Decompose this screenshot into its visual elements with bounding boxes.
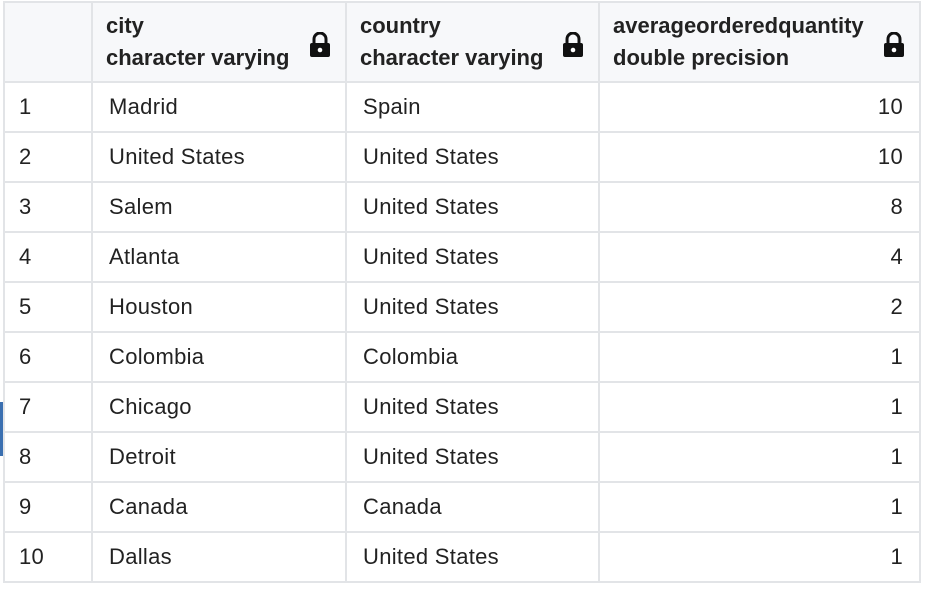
column-type: character varying bbox=[360, 45, 544, 70]
column-header-country[interactable]: country character varying bbox=[345, 1, 600, 83]
row-number[interactable]: 8 bbox=[3, 431, 93, 483]
row-number[interactable]: 2 bbox=[3, 131, 93, 183]
cell-city[interactable]: Canada bbox=[91, 481, 347, 533]
table-row[interactable]: 6 Colombia Colombia 1 bbox=[3, 331, 921, 383]
cell-city[interactable]: Colombia bbox=[91, 331, 347, 383]
table-row[interactable]: 1 Madrid Spain 10 bbox=[3, 81, 921, 133]
cell-city[interactable]: Chicago bbox=[91, 381, 347, 433]
row-number[interactable]: 3 bbox=[3, 181, 93, 233]
cell-averageorderedquantity[interactable]: 1 bbox=[598, 381, 921, 433]
column-name: averageorderedquantity bbox=[613, 13, 864, 38]
cell-averageorderedquantity[interactable]: 1 bbox=[598, 481, 921, 533]
header-row: city character varying country character… bbox=[3, 1, 921, 83]
cell-averageorderedquantity[interactable]: 1 bbox=[598, 531, 921, 583]
cell-country[interactable]: United States bbox=[345, 431, 600, 483]
cell-averageorderedquantity[interactable]: 10 bbox=[598, 81, 921, 133]
row-number-header[interactable] bbox=[3, 1, 93, 83]
cell-country[interactable]: Colombia bbox=[345, 331, 600, 383]
cell-country[interactable]: Spain bbox=[345, 81, 600, 133]
column-header-city[interactable]: city character varying bbox=[91, 1, 347, 83]
cell-country[interactable]: United States bbox=[345, 381, 600, 433]
table-row[interactable]: 7 Chicago United States 1 bbox=[3, 381, 921, 433]
cell-country[interactable]: Canada bbox=[345, 481, 600, 533]
lock-icon bbox=[884, 32, 904, 57]
row-number[interactable]: 5 bbox=[3, 281, 93, 333]
cell-city[interactable]: Salem bbox=[91, 181, 347, 233]
lock-icon bbox=[310, 32, 330, 57]
table-row[interactable]: 2 United States United States 10 bbox=[3, 131, 921, 183]
table-row[interactable]: 5 Houston United States 2 bbox=[3, 281, 921, 333]
column-type: character varying bbox=[106, 45, 290, 70]
column-name: city bbox=[106, 13, 144, 38]
cell-averageorderedquantity[interactable]: 1 bbox=[598, 331, 921, 383]
cell-city[interactable]: Atlanta bbox=[91, 231, 347, 283]
table-row[interactable]: 9 Canada Canada 1 bbox=[3, 481, 921, 533]
cell-averageorderedquantity[interactable]: 2 bbox=[598, 281, 921, 333]
table-row[interactable]: 10 Dallas United States 1 bbox=[3, 531, 921, 583]
query-result-grid: city character varying country character… bbox=[3, 1, 921, 583]
row-number[interactable]: 6 bbox=[3, 331, 93, 383]
cell-city[interactable]: United States bbox=[91, 131, 347, 183]
cell-country[interactable]: United States bbox=[345, 231, 600, 283]
cell-country[interactable]: United States bbox=[345, 531, 600, 583]
cell-country[interactable]: United States bbox=[345, 131, 600, 183]
cell-city[interactable]: Detroit bbox=[91, 431, 347, 483]
row-number[interactable]: 10 bbox=[3, 531, 93, 583]
column-name: country bbox=[360, 13, 441, 38]
column-header-averageorderedquantity[interactable]: averageorderedquantity double precision bbox=[598, 1, 921, 83]
column-type: double precision bbox=[613, 45, 790, 70]
cell-averageorderedquantity[interactable]: 4 bbox=[598, 231, 921, 283]
table-row[interactable]: 3 Salem United States 8 bbox=[3, 181, 921, 233]
cell-averageorderedquantity[interactable]: 10 bbox=[598, 131, 921, 183]
row-number[interactable]: 9 bbox=[3, 481, 93, 533]
cell-city[interactable]: Houston bbox=[91, 281, 347, 333]
lock-icon bbox=[563, 32, 583, 57]
cell-city[interactable]: Madrid bbox=[91, 81, 347, 133]
row-number[interactable]: 4 bbox=[3, 231, 93, 283]
row-number[interactable]: 7 bbox=[3, 381, 93, 433]
cell-averageorderedquantity[interactable]: 1 bbox=[598, 431, 921, 483]
row-number[interactable]: 1 bbox=[3, 81, 93, 133]
cell-country[interactable]: United States bbox=[345, 281, 600, 333]
table-row[interactable]: 4 Atlanta United States 4 bbox=[3, 231, 921, 283]
cell-city[interactable]: Dallas bbox=[91, 531, 347, 583]
cell-country[interactable]: United States bbox=[345, 181, 600, 233]
row-selection-marker bbox=[0, 402, 3, 456]
table-row[interactable]: 8 Detroit United States 1 bbox=[3, 431, 921, 483]
cell-averageorderedquantity[interactable]: 8 bbox=[598, 181, 921, 233]
